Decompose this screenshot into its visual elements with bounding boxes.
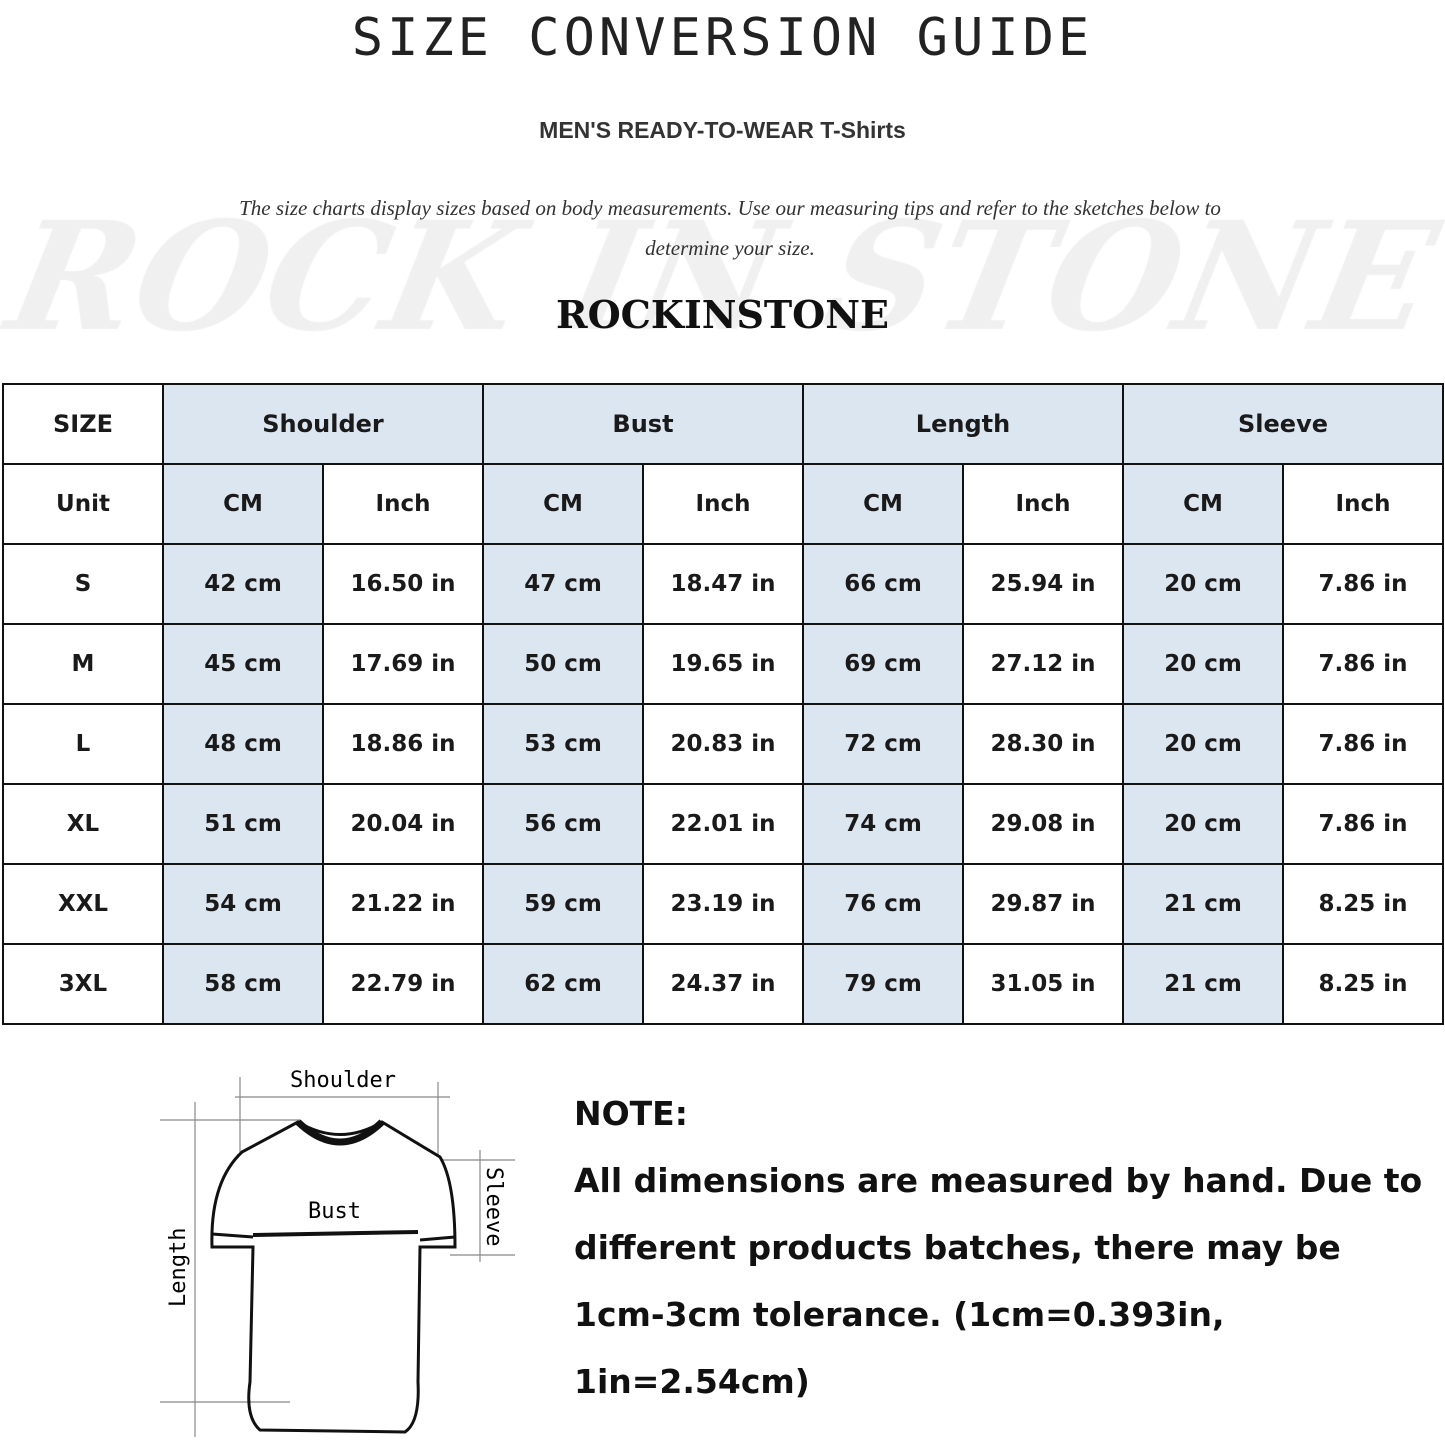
unit-header: CM [1122, 463, 1284, 545]
value-cell: 20 cm [1122, 623, 1284, 705]
size-cell: M [2, 623, 164, 705]
value-cell: 53 cm [482, 703, 644, 785]
unit-header: CM [482, 463, 644, 545]
measure-lines [160, 1077, 515, 1437]
size-cell: L [2, 703, 164, 785]
table-row: L 48 cm 18.86 in 53 cm 20.83 in 72 cm 28.30 in… [2, 703, 1444, 785]
value-cell: 79 cm [802, 943, 964, 1025]
table-row: XXL 54 cm 21.22 in 59 cm 23.19 in 76 cm 29.87 … [2, 863, 1444, 945]
table-row: XL 51 cm 20.04 in 56 cm 22.01 in 74 cm 29.08 i… [2, 783, 1444, 865]
value-cell: 7.86 in [1282, 783, 1444, 865]
unit-header: CM [162, 463, 324, 545]
unit-header: Inch [642, 463, 804, 545]
value-cell: 22.01 in [642, 783, 804, 865]
tshirt-measurement-diagram: Shoulder Bust Sleeve Length [160, 1068, 515, 1437]
brand-name: ROCKINSTONE [556, 292, 889, 337]
value-cell: 45 cm [162, 623, 324, 705]
size-cell: S [2, 543, 164, 625]
value-cell: 20 cm [1122, 703, 1284, 785]
value-cell: 54 cm [162, 863, 324, 945]
table-row: 3XL 58 cm 22.79 in 62 cm 24.37 in 79 cm 31.05 … [2, 943, 1444, 1025]
table-row: S 42 cm 16.50 in 47 cm 18.47 in 66 cm 25.94 in… [2, 543, 1444, 625]
group-header: Bust [482, 383, 804, 465]
value-cell: 18.86 in [322, 703, 484, 785]
value-cell: 19.65 in [642, 623, 804, 705]
value-cell: 20 cm [1122, 783, 1284, 865]
value-cell: 21 cm [1122, 863, 1284, 945]
value-cell: 72 cm [802, 703, 964, 785]
value-cell: 27.12 in [962, 623, 1124, 705]
table-row: M 45 cm 17.69 in 50 cm 19.65 in 69 cm 27.12 in… [2, 623, 1444, 705]
value-cell: 7.86 in [1282, 703, 1444, 785]
size-header: SIZE [2, 383, 164, 465]
group-header: Sleeve [1122, 383, 1444, 465]
value-cell: 7.86 in [1282, 623, 1444, 705]
value-cell: 22.79 in [322, 943, 484, 1025]
value-cell: 24.37 in [642, 943, 804, 1025]
value-cell: 56 cm [482, 783, 644, 865]
value-cell: 23.19 in [642, 863, 804, 945]
value-cell: 74 cm [802, 783, 964, 865]
unit-header: CM [802, 463, 964, 545]
bust-label: Bust [308, 1199, 361, 1224]
group-header: Shoulder [162, 383, 484, 465]
page-title: SIZE CONVERSION GUIDE [351, 8, 1094, 68]
unit-row: Unit CM Inch CM Inch CM Inch CM Inch [2, 463, 1444, 545]
size-cell: XL [2, 783, 164, 865]
unit-header: Inch [322, 463, 484, 545]
value-cell: 20.83 in [642, 703, 804, 785]
size-cell: 3XL [2, 943, 164, 1025]
length-label: Length [166, 1228, 191, 1307]
value-cell: 66 cm [802, 543, 964, 625]
value-cell: 48 cm [162, 703, 324, 785]
note-text: All dimensions are measured by hand. Due… [574, 1161, 1423, 1401]
description: The size charts display sizes based on b… [239, 196, 1221, 260]
value-cell: 17.69 in [322, 623, 484, 705]
shoulder-label: Shoulder [290, 1068, 396, 1093]
value-cell: 58 cm [162, 943, 324, 1025]
value-cell: 31.05 in [962, 943, 1124, 1025]
value-cell: 18.47 in [642, 543, 804, 625]
value-cell: 28.30 in [962, 703, 1124, 785]
unit-header: Inch [962, 463, 1124, 545]
unit-header: Inch [1282, 463, 1444, 545]
subtitle: MEN'S READY-TO-WEAR T-Shirts [539, 117, 906, 143]
tshirt-icon [210, 1119, 457, 1434]
value-cell: 76 cm [802, 863, 964, 945]
size-cell: XXL [2, 863, 164, 945]
group-header: Length [802, 383, 1124, 465]
value-cell: 29.87 in [962, 863, 1124, 945]
value-cell: 62 cm [482, 943, 644, 1025]
value-cell: 20.04 in [322, 783, 484, 865]
value-cell: 16.50 in [322, 543, 484, 625]
value-cell: 21 cm [1122, 943, 1284, 1025]
value-cell: 8.25 in [1282, 943, 1444, 1025]
value-cell: 47 cm [482, 543, 644, 625]
value-cell: 29.08 in [962, 783, 1124, 865]
value-cell: 21.22 in [322, 863, 484, 945]
value-cell: 51 cm [162, 783, 324, 865]
sleeve-label: Sleeve [481, 1167, 506, 1246]
brand-watermark [0, 180, 1445, 380]
value-cell: 8.25 in [1282, 863, 1444, 945]
value-cell: 59 cm [482, 863, 644, 945]
value-cell: 50 cm [482, 623, 644, 705]
value-cell: 42 cm [162, 543, 324, 625]
value-cell: 7.86 in [1282, 543, 1444, 625]
note-heading: NOTE: [574, 1094, 688, 1133]
size-table: SIZE Shoulder Bust Length Sleeve Unit CM Inch CM… [2, 383, 1444, 1025]
header-row: SIZE Shoulder Bust Length Sleeve [2, 383, 1444, 465]
value-cell: 25.94 in [962, 543, 1124, 625]
value-cell: 20 cm [1122, 543, 1284, 625]
note-section: NOTE: All dimensions are measured by han… [574, 1080, 1434, 1415]
unit-label: Unit [2, 463, 164, 545]
value-cell: 69 cm [802, 623, 964, 705]
